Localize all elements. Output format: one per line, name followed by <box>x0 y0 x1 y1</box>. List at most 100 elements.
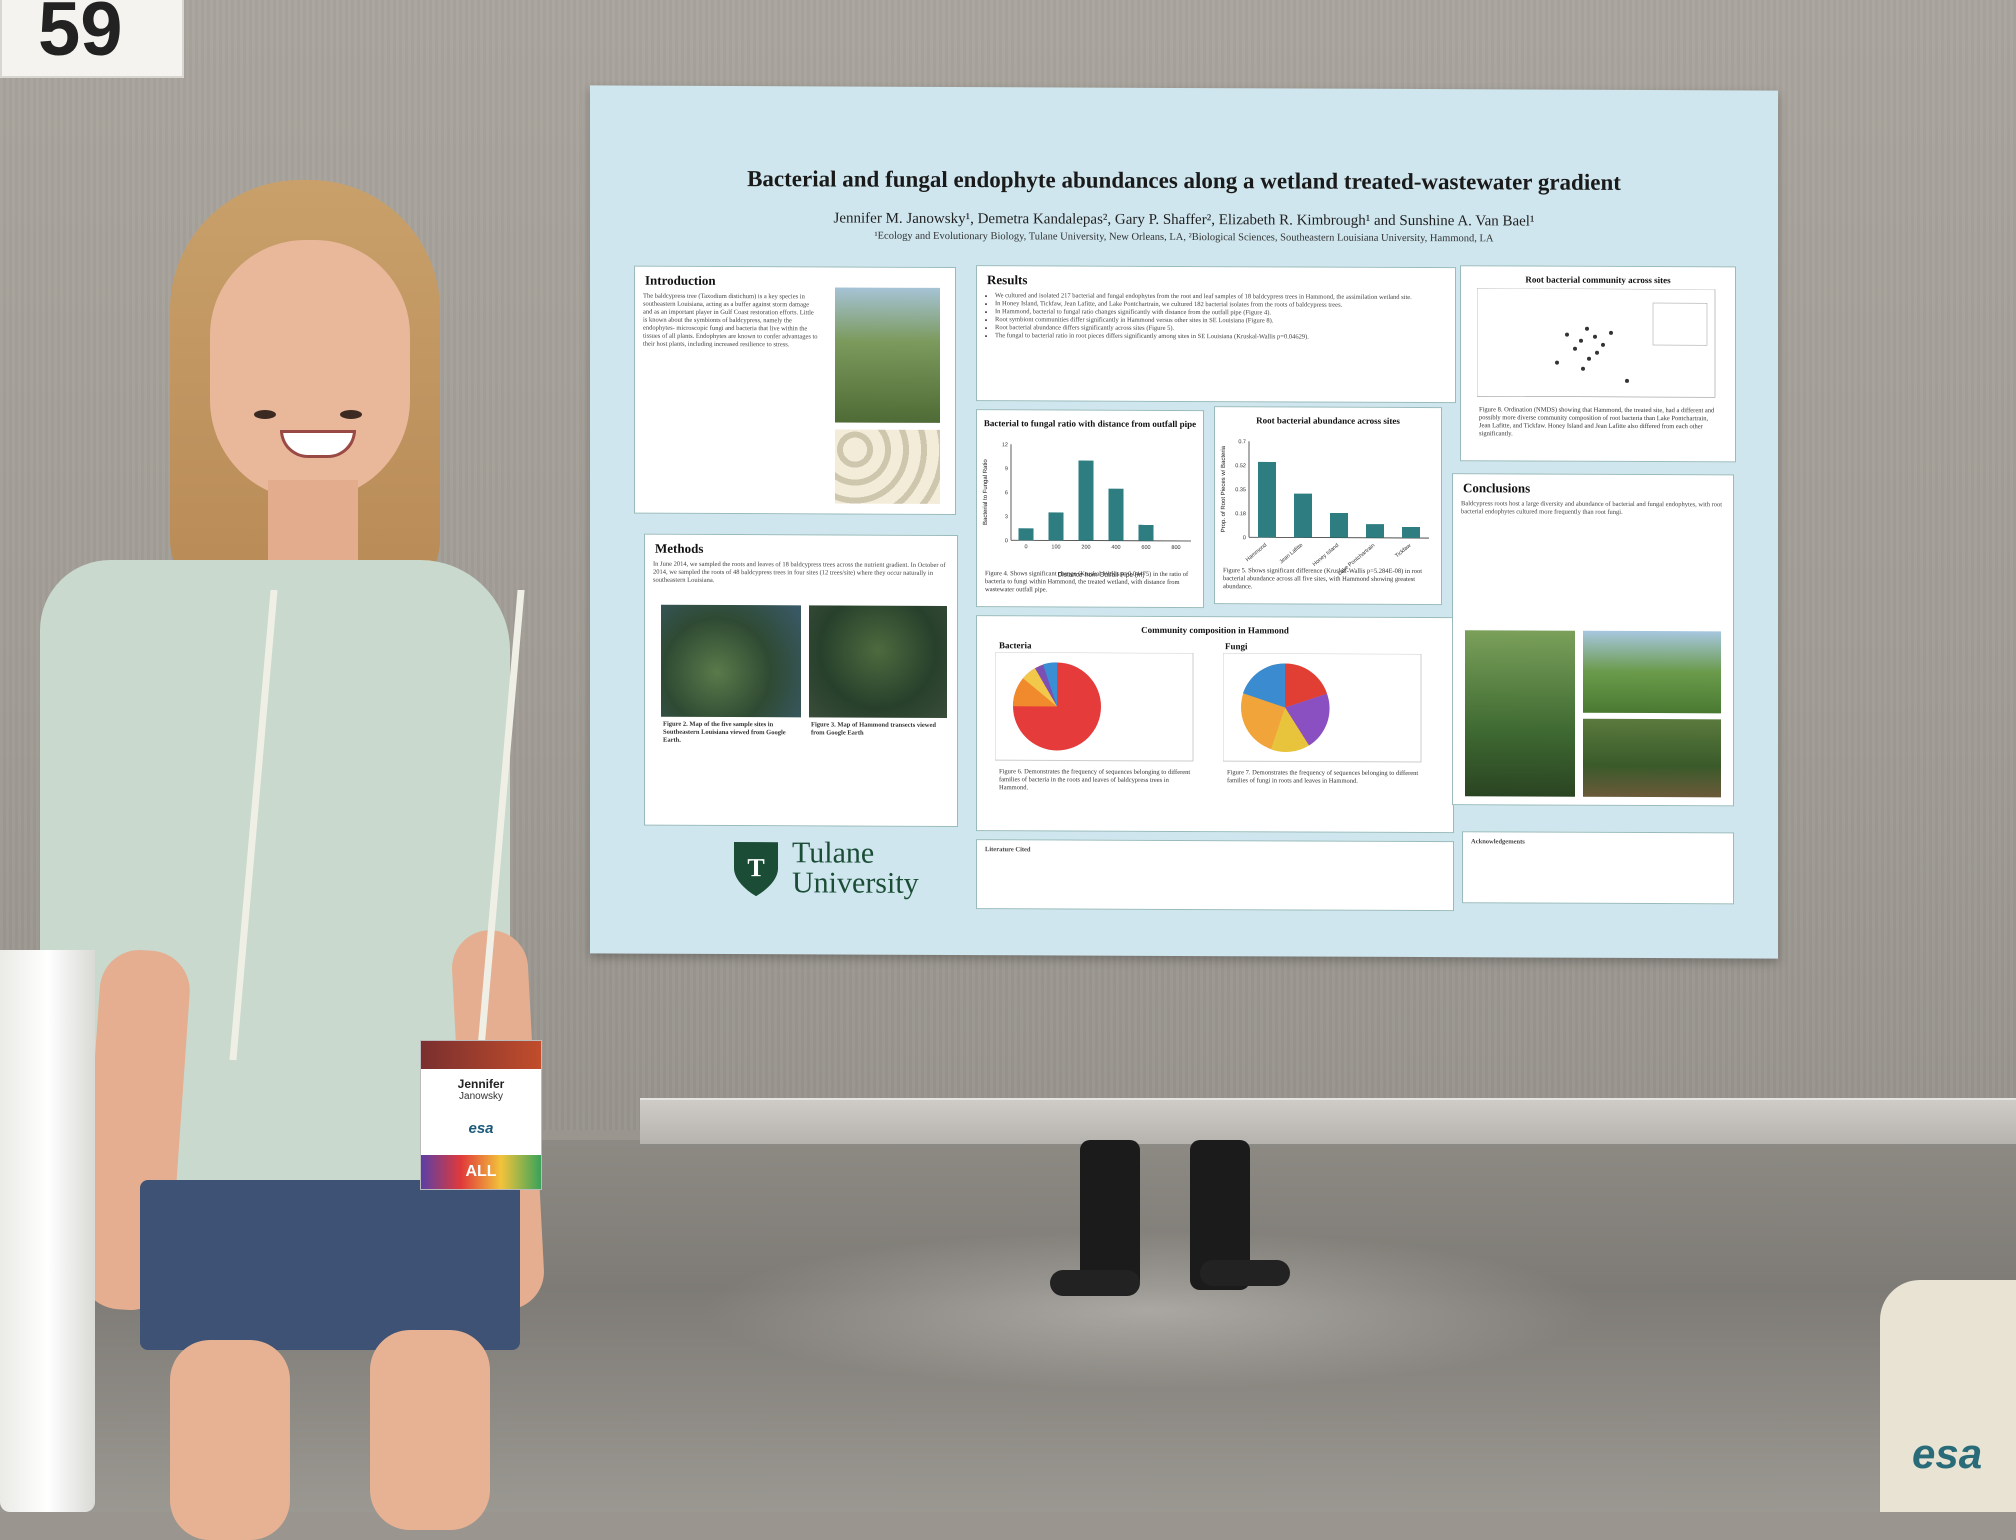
bar <box>1258 462 1276 538</box>
badge-header <box>421 1041 541 1069</box>
bar <box>1294 494 1312 538</box>
results-heading: Results <box>987 272 1455 290</box>
shoe-icon <box>1200 1260 1290 1286</box>
fieldwork-photo <box>1465 630 1575 796</box>
tote-bag-logo: esa <box>1912 1430 1982 1478</box>
denim-shorts <box>140 1180 520 1350</box>
community-panel: Community composition in Hammond Bacteri… <box>976 615 1454 833</box>
tick-label: Tickfaw <box>1394 543 1412 559</box>
shoe-icon <box>1050 1270 1140 1296</box>
bar <box>1139 525 1154 541</box>
tick-label: 0 <box>1024 544 1027 550</box>
y-tick-label: 0.18 <box>1235 511 1246 517</box>
tick-label: Hammond <box>1245 542 1268 563</box>
badge-last-name: Janowsky <box>421 1091 541 1102</box>
badge-first-name: Jennifer <box>421 1077 541 1091</box>
fungi-label: Fungi <box>1225 641 1248 651</box>
eye <box>340 410 362 419</box>
petri-dish-photo <box>835 429 940 503</box>
poster-tube <box>0 950 95 1512</box>
bar <box>1402 527 1420 538</box>
y-tick-label: 0.52 <box>1235 463 1246 469</box>
tick-label: 400 <box>1111 545 1120 551</box>
figure-4-panel: Bacterial to fungal ratio with distance … <box>976 409 1204 608</box>
bar <box>1079 461 1094 541</box>
figure-8-panel: Root bacterial community across sites Fi… <box>1460 265 1736 462</box>
poster-title: Bacterial and fungal endophyte abundance… <box>590 165 1778 196</box>
bar <box>1049 512 1064 540</box>
figure-8-caption: Figure 8. Ordination (NMDS) showing that… <box>1479 406 1719 439</box>
fungi-pie-chart <box>1223 653 1423 764</box>
results-list: We cultured and isolated 217 bacterial a… <box>977 292 1455 342</box>
y-tick-label: 0.35 <box>1235 487 1246 493</box>
bar <box>1019 528 1034 540</box>
cypress-tree-photo <box>835 287 940 422</box>
y-tick-label: 3 <box>1005 514 1008 520</box>
logo-line-2: University <box>792 868 919 899</box>
y-tick-label: 12 <box>1002 442 1008 448</box>
tulane-logo: T Tulane University <box>730 838 940 903</box>
conclusions-heading: Conclusions <box>1463 480 1733 497</box>
literature-heading: Literature Cited <box>977 846 1453 856</box>
tick-label: Honey Island <box>1312 543 1340 568</box>
wetland-photo <box>1583 631 1721 714</box>
figure-4-title: Bacterial to fungal ratio with distance … <box>977 418 1203 429</box>
tick-label: 600 <box>1141 545 1150 551</box>
acknowledgements-panel: Acknowledgements <box>1462 831 1734 904</box>
figure-5-title: Root bacterial abundance across sites <box>1215 415 1441 426</box>
figure-7-caption: Figure 7. Demonstrates the frequency of … <box>1227 769 1427 786</box>
tulane-wordmark: Tulane University <box>792 838 919 899</box>
tulane-shield-icon: T <box>730 838 782 898</box>
left-leg <box>170 1340 290 1540</box>
swamp-photo <box>1583 719 1721 798</box>
figure-3-caption: Figure 3. Map of Hammond transects viewe… <box>811 721 947 738</box>
tick-label: 100 <box>1051 544 1060 550</box>
conclusions-text: Baldcypress roots host a large diversity… <box>1453 500 1733 517</box>
transect-map-image <box>809 605 947 718</box>
figure-8-title: Root bacterial community across sites <box>1461 274 1735 285</box>
results-item: The fungal to bacterial ratio in root pi… <box>995 332 1455 342</box>
x-axis <box>1011 540 1191 541</box>
badge-footer: ALL <box>421 1155 541 1189</box>
bacteria-pie-chart <box>995 652 1195 763</box>
bacteria-label: Bacteria <box>999 640 1031 650</box>
name-badge: Jennifer Janowsky esa ALL <box>420 1040 542 1190</box>
conclusions-panel: Conclusions Baldcypress roots host a lar… <box>1452 473 1734 806</box>
presenter: Jennifer Janowsky esa ALL <box>40 170 700 1512</box>
y-axis-label: Prop. of Root Pieces w/ Bacteria <box>1221 445 1227 532</box>
eye <box>254 410 276 419</box>
face <box>210 240 410 500</box>
logo-line-1: Tulane <box>792 838 919 869</box>
tick-label: 200 <box>1081 545 1090 551</box>
tick-label: 800 <box>1171 545 1180 551</box>
lanyard <box>229 590 524 1060</box>
figure-5-caption: Figure 5. Shows significant difference (… <box>1223 567 1433 592</box>
community-title: Community composition in Hammond <box>977 624 1453 636</box>
results-panel: Results We cultured and isolated 217 bac… <box>976 265 1456 403</box>
background-person-legs <box>1050 1140 1280 1290</box>
svg-text:T: T <box>747 853 764 882</box>
badge-org-logo: esa <box>421 1120 541 1137</box>
figure-4-caption: Figure 4. Shows significant change (Krus… <box>985 570 1195 595</box>
figure-5-panel: Root bacterial abundance across sites Ha… <box>1214 406 1442 605</box>
poster-authors: Jennifer M. Janowsky¹, Demetra Kandalepa… <box>590 209 1778 231</box>
literature-panel: Literature Cited <box>976 839 1454 911</box>
poster-affiliations: ¹Ecology and Evolutionary Biology, Tulan… <box>590 229 1778 245</box>
y-tick-label: 0 <box>1243 535 1246 541</box>
y-tick-label: 9 <box>1005 466 1008 472</box>
y-tick-label: 6 <box>1005 490 1008 496</box>
booth-number-card: 59 <box>0 0 184 78</box>
background-leg-left <box>1080 1140 1140 1290</box>
wall-rail <box>640 1098 2016 1144</box>
acknowledgements-heading: Acknowledgements <box>1463 838 1733 847</box>
figure-6-caption: Figure 6. Demonstrates the frequency of … <box>999 768 1199 793</box>
right-leg <box>370 1330 490 1530</box>
y-tick-label: 0.7 <box>1238 439 1246 445</box>
tick-label: Jean Lafitte <box>1279 542 1305 565</box>
bar <box>1366 524 1384 538</box>
booth-number: 59 <box>38 0 123 73</box>
y-axis-label: Bacterial to Fungal Ratio <box>983 459 989 525</box>
nmds-plot <box>1477 288 1717 399</box>
